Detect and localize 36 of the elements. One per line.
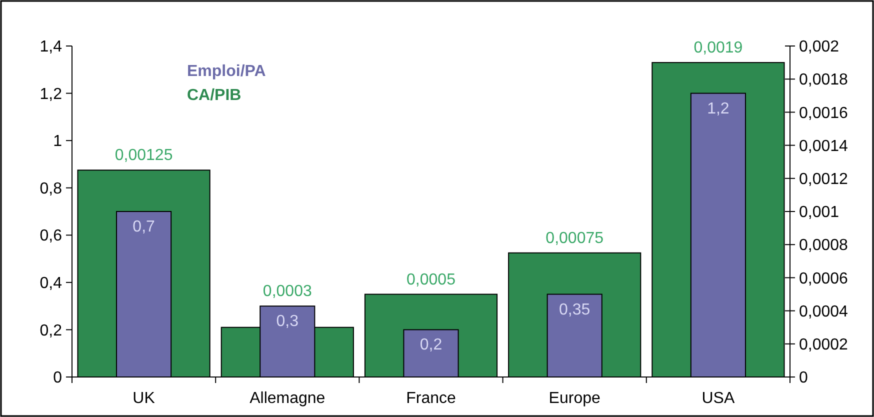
data-label: 0,2: [420, 336, 442, 354]
y2-tick-label: 0: [799, 370, 808, 387]
data-label: 0,00075: [546, 230, 604, 247]
data-label: 1,2: [707, 100, 730, 118]
y2-tick-label: 0,001: [799, 204, 840, 222]
x-tick-label: Allemagne: [250, 390, 326, 407]
y-tick-label: 0,4: [40, 275, 62, 292]
y-tick-label: 1: [53, 133, 62, 150]
y-tick-label: 0: [53, 370, 62, 387]
y2-tick-label: 0,0016: [799, 104, 848, 122]
text: Emploi/PA: [187, 63, 266, 80]
y2-tick-label: 0,0008: [799, 237, 848, 254]
y2-tick-label: 0,0004: [799, 303, 848, 320]
y2-tick-label: 0,0002: [799, 336, 848, 354]
y-tick-label: 0,6: [40, 228, 62, 245]
x-tick-label: France: [406, 390, 456, 407]
y-tick-label: 1,2: [40, 86, 62, 103]
data-label: 0,7: [132, 218, 156, 236]
data-label: 0,35: [559, 301, 590, 318]
y2-tick-label: 0,0012: [799, 171, 848, 188]
data-label: 0,0003: [262, 283, 312, 300]
y2-tick-label: 0,0006: [799, 270, 848, 288]
y-tick-label: 0,2: [40, 322, 62, 340]
data-label: 0,00125: [114, 147, 173, 164]
y-tick-label: 0,8: [40, 180, 62, 198]
x-tick-label: Europe: [548, 390, 600, 407]
x-tick-label: UK: [132, 390, 156, 407]
data-label: 0,0019: [694, 40, 743, 57]
y2-tick-label: 0,0018: [799, 72, 848, 89]
y-tick-label: 1,4: [40, 38, 62, 56]
text: CA/PIB: [187, 87, 242, 104]
y2-tick-label: 0,002: [799, 38, 840, 56]
y2-tick-label: 0,0014: [799, 138, 848, 155]
data-label: 0,3: [276, 313, 299, 330]
data-label: 0,0005: [406, 271, 456, 288]
x-tick-label: USA: [702, 390, 735, 407]
